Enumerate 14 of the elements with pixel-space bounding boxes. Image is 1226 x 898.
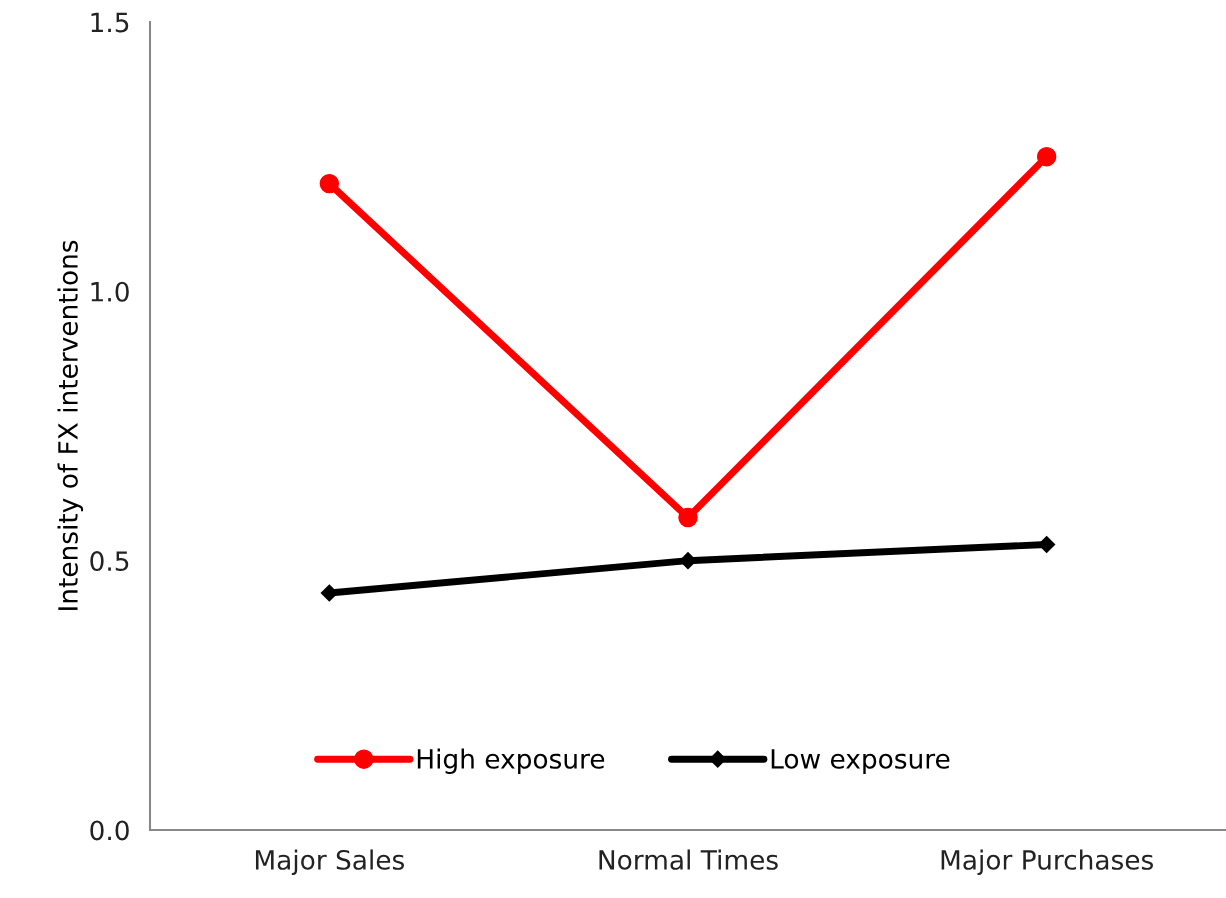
x-tick-label: Major Purchases	[941, 849, 1153, 875]
y-tick-label: 1.0	[91, 281, 129, 302]
y-tick-label: 1.5	[91, 12, 129, 33]
legend-label: High exposure	[417, 748, 605, 774]
y-axis-title: Intensity of FX interventions	[57, 240, 84, 610]
point	[678, 507, 698, 528]
y-tick-label: 0.0	[90, 820, 129, 841]
x-tick-label: Normal Times	[599, 849, 778, 870]
legend-label: Low exposure	[771, 749, 950, 774]
y-tick-label: 0.5	[90, 551, 129, 572]
x-tick-label: Major Sales	[255, 849, 404, 875]
point	[319, 173, 340, 194]
point	[1038, 535, 1056, 554]
point	[1036, 146, 1057, 167]
